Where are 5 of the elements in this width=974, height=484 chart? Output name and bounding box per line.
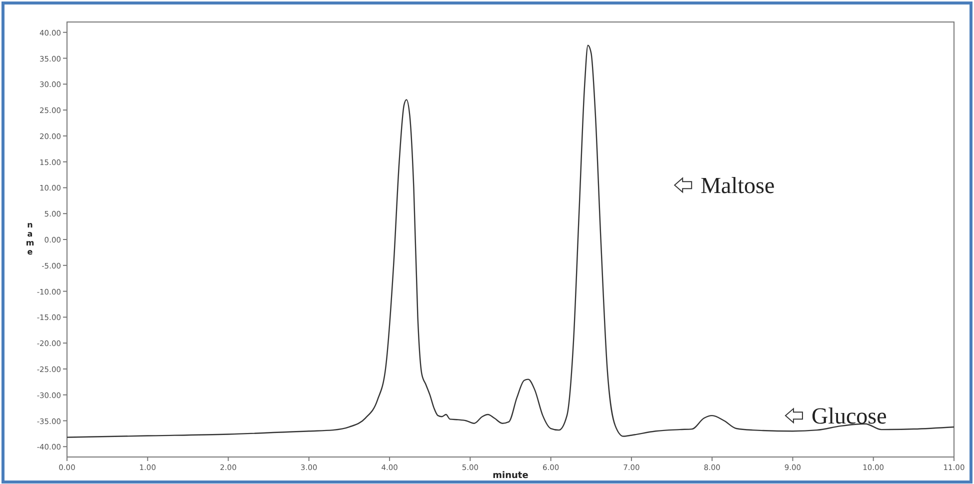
x-axis-title: minute bbox=[492, 471, 528, 481]
y-axis-title: name bbox=[26, 220, 34, 256]
annotation: Maltose bbox=[700, 173, 775, 198]
line-series bbox=[67, 44, 954, 438]
annotation: Glucose bbox=[811, 404, 887, 429]
